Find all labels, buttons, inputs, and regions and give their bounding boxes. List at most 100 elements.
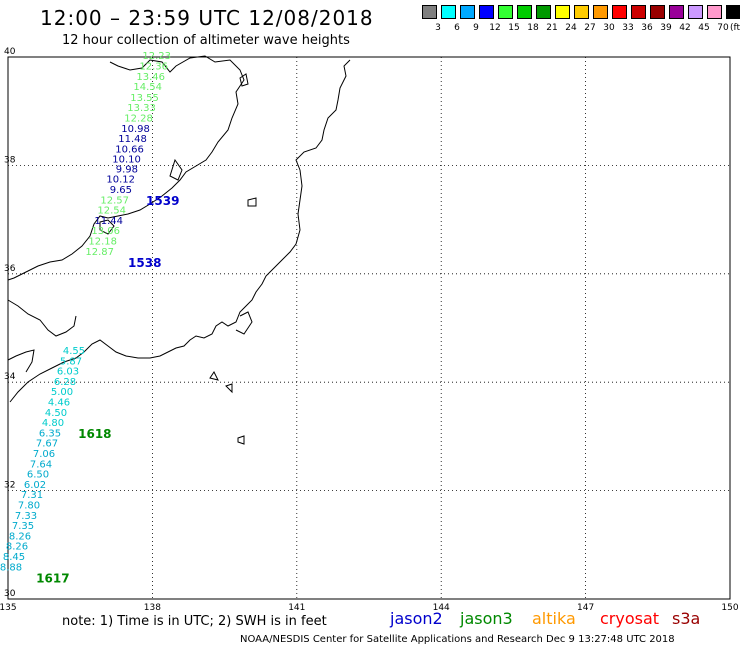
scale-swatch bbox=[460, 5, 475, 19]
wave-height-value: 12.87 bbox=[85, 247, 114, 258]
wave-height-value: 8.88 bbox=[0, 562, 22, 573]
wave-height-value: 8.45 bbox=[3, 552, 25, 563]
chart-title: 12:00 – 23:59 UTC 12/08/2018 bbox=[40, 6, 374, 30]
scale-label: 3 bbox=[435, 23, 441, 33]
wave-height-value: 8.26 bbox=[6, 542, 28, 553]
scale-swatch bbox=[479, 5, 494, 19]
wave-height-value: 12.23 bbox=[142, 51, 171, 62]
coastline-segment bbox=[239, 73, 249, 87]
satellite-legend-item: cryosat bbox=[600, 609, 660, 628]
wave-height-value: 13.55 bbox=[130, 93, 159, 104]
coastline-segment bbox=[235, 311, 253, 335]
scale-swatch bbox=[669, 5, 684, 19]
coastline-segment bbox=[7, 55, 245, 281]
wave-height-value: 4.50 bbox=[45, 408, 67, 419]
scale-swatch bbox=[707, 5, 722, 19]
lat-tick-label: 30 bbox=[4, 589, 16, 599]
satellite-legend-item: altika bbox=[532, 609, 576, 628]
scale-label: 27 bbox=[584, 23, 596, 33]
wave-height-value: 6.35 bbox=[39, 428, 61, 439]
scale-swatch bbox=[726, 5, 740, 19]
coastline-segment bbox=[237, 435, 245, 445]
lat-lon-grid bbox=[7, 56, 731, 600]
scale-swatch bbox=[498, 5, 513, 19]
wave-height-value: 6.02 bbox=[24, 480, 46, 491]
pass-number-label: 1539 bbox=[146, 194, 179, 208]
credit-line: NOAA/NESDIS Center for Satellite Applica… bbox=[240, 634, 675, 645]
wave-height-value: 12.36 bbox=[139, 61, 168, 72]
lat-tick-label: 38 bbox=[4, 155, 16, 165]
scale-swatch bbox=[536, 5, 551, 19]
scale-label: 18 bbox=[527, 23, 539, 33]
coastline-segment bbox=[7, 349, 35, 373]
pass-number-label: 1618 bbox=[78, 427, 111, 441]
coastline-segment bbox=[99, 219, 115, 235]
wave-height-value: 10.12 bbox=[106, 175, 135, 186]
scale-label: 12 bbox=[489, 23, 501, 33]
satellite-legend-item: s3a bbox=[672, 609, 701, 628]
scale-swatch bbox=[593, 5, 608, 19]
scale-label: 42 bbox=[679, 23, 691, 33]
lon-tick-label: 147 bbox=[577, 603, 594, 613]
map-frame bbox=[7, 56, 731, 600]
wave-height-value: 5.87 bbox=[60, 356, 82, 367]
wave-height-value: 10.98 bbox=[121, 124, 150, 135]
scale-swatch bbox=[555, 5, 570, 19]
coastline-segment bbox=[169, 158, 183, 181]
scale-swatch bbox=[688, 5, 703, 19]
wave-height-value: 12.54 bbox=[97, 206, 126, 217]
scale-label: 9 bbox=[473, 23, 479, 33]
wave-height-value: 8.26 bbox=[9, 531, 31, 542]
scale-label: 45 bbox=[698, 23, 710, 33]
lat-tick-label: 34 bbox=[4, 372, 16, 382]
coastline-segment bbox=[9, 169, 303, 403]
lon-tick-label: 144 bbox=[433, 603, 450, 613]
coastline-segment bbox=[225, 383, 233, 394]
wave-height-value: 12.18 bbox=[88, 237, 117, 248]
coastline-segment bbox=[7, 299, 77, 337]
wave-height-value: 7.31 bbox=[21, 490, 43, 501]
wave-height-value: 10.66 bbox=[115, 144, 144, 155]
coastline-segment bbox=[209, 371, 219, 381]
wave-height-value: 9.98 bbox=[116, 164, 138, 175]
scale-label: 6 bbox=[454, 23, 460, 33]
scale-label: 39 bbox=[660, 23, 672, 33]
wave-height-value: 13.46 bbox=[136, 72, 165, 83]
scale-swatch bbox=[631, 5, 646, 19]
scale-label: 21 bbox=[546, 23, 558, 33]
lon-tick-label: 135 bbox=[0, 603, 17, 613]
scale-label: 33 bbox=[622, 23, 634, 33]
lon-tick-label: 150 bbox=[721, 603, 738, 613]
scale-label: 24 bbox=[565, 23, 577, 33]
coastline-segment bbox=[247, 197, 257, 207]
lat-tick-label: 32 bbox=[4, 481, 15, 491]
pass-number-label: 1538 bbox=[128, 256, 161, 270]
wave-height-value: 13.06 bbox=[91, 226, 120, 237]
scale-swatch bbox=[574, 5, 589, 19]
satellite-legend-item: jason2 bbox=[390, 609, 443, 628]
altimeter-tracks: 12.2312.3613.4614.5413.5513.3312.2810.98… bbox=[0, 51, 179, 585]
wave-height-value: 12.57 bbox=[100, 195, 129, 206]
axis-ticks: 135 138 141 144 147 150 40 38 36 34 32 30 bbox=[0, 47, 739, 613]
wave-height-value: 7.06 bbox=[33, 449, 55, 460]
wave-height-value: 12.28 bbox=[124, 113, 153, 124]
scale-swatch bbox=[441, 5, 456, 19]
pass-number-label: 1617 bbox=[36, 571, 69, 585]
wave-height-value: 7.64 bbox=[30, 459, 52, 470]
wave-height-value: 10.10 bbox=[112, 155, 141, 166]
coastline bbox=[7, 55, 351, 445]
wave-height-value: 13.33 bbox=[127, 103, 156, 114]
wave-height-value: 4.80 bbox=[42, 418, 64, 429]
lat-tick-label: 36 bbox=[4, 264, 16, 274]
wave-height-value: 5.00 bbox=[51, 387, 73, 398]
scale-unit: (ft) bbox=[730, 23, 740, 33]
scale-label: 70 bbox=[717, 23, 729, 33]
wave-height-value: 4.46 bbox=[48, 398, 70, 409]
scale-label: 15 bbox=[508, 23, 520, 33]
wave-height-value: 11.48 bbox=[118, 134, 147, 145]
wave-height-value: 7.33 bbox=[15, 511, 37, 522]
wave-height-value: 6.03 bbox=[57, 367, 79, 378]
wave-height-value: 7.35 bbox=[12, 521, 34, 532]
scale-swatch bbox=[422, 5, 437, 19]
